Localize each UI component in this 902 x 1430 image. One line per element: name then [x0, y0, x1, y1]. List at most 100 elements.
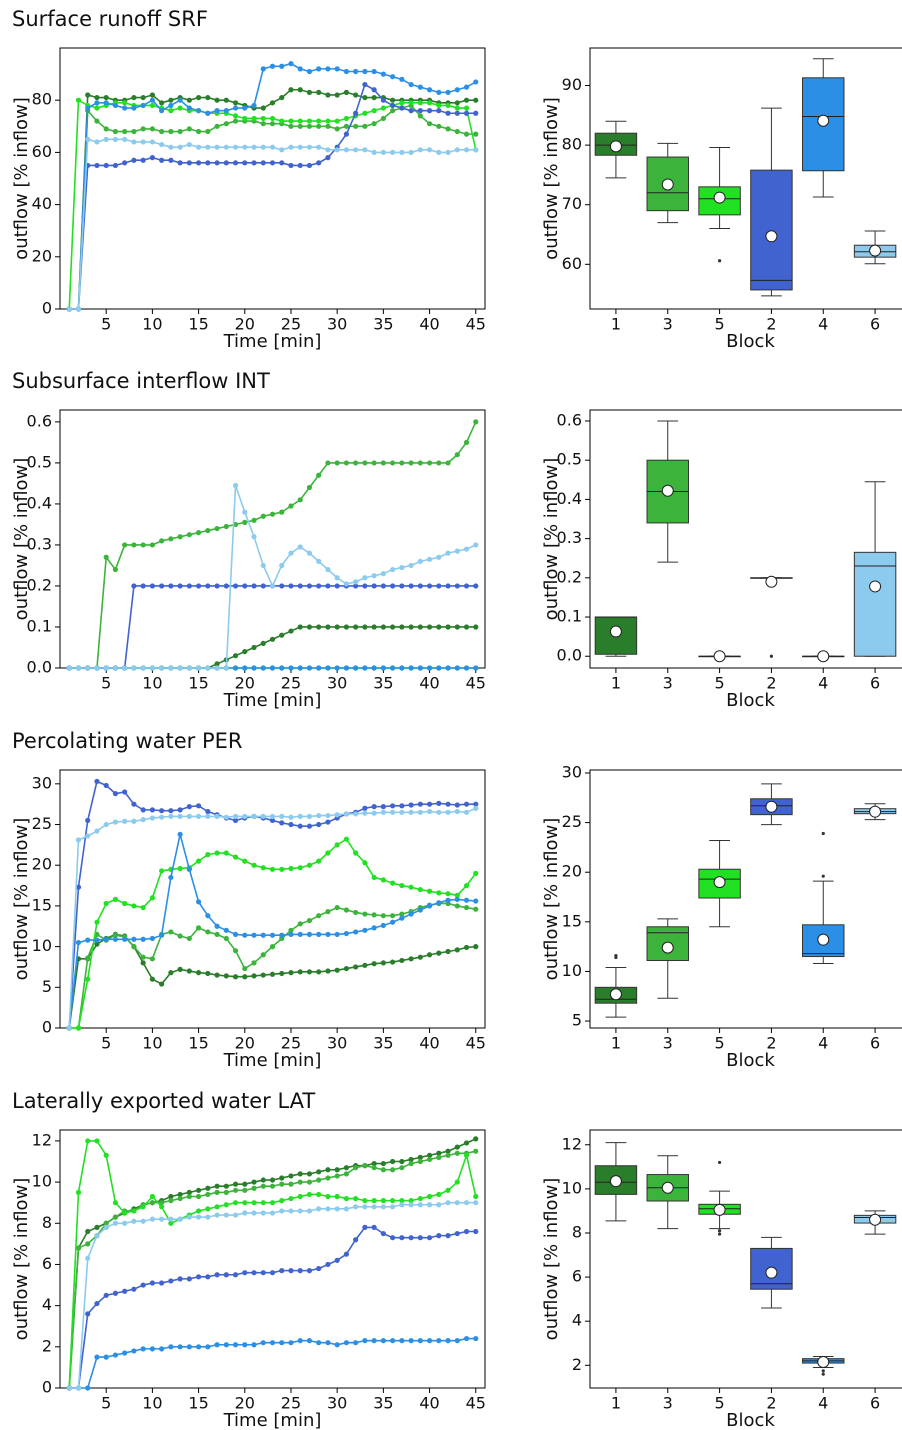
series-point [177, 160, 183, 166]
series-point [288, 1208, 294, 1214]
series-point [122, 160, 128, 166]
series-point [436, 624, 442, 630]
series-point [436, 102, 442, 109]
x-tick-label: 35 [373, 315, 393, 334]
y-tick-label: 0 [42, 1378, 52, 1397]
series-point [362, 927, 368, 933]
series-point [399, 882, 405, 889]
series-point [103, 1224, 109, 1230]
series-point [445, 110, 451, 116]
series-point [269, 817, 276, 824]
series-point [436, 1154, 442, 1160]
series-point [177, 665, 183, 671]
series-point [168, 144, 174, 150]
x-axis-label: Time [min] [223, 1050, 322, 1071]
series-point [251, 517, 257, 523]
series-point [112, 896, 119, 903]
series-point [149, 807, 155, 813]
series-point [399, 105, 405, 111]
series-point [362, 810, 368, 816]
series-point [380, 460, 386, 466]
x-tick-label: 6 [870, 315, 880, 334]
series-point [297, 123, 303, 129]
series-point [214, 1183, 220, 1189]
series-point [390, 1235, 396, 1241]
series-point [232, 144, 239, 150]
series-point [260, 813, 266, 819]
x-tick-label: 1 [611, 1034, 621, 1053]
series-point [390, 149, 396, 155]
x-axis-label: Block [726, 690, 775, 711]
series-point [260, 1340, 266, 1346]
series-point [408, 624, 414, 630]
series-point [269, 144, 276, 150]
series-point [242, 965, 248, 972]
series-point [214, 972, 220, 978]
series-point [149, 815, 155, 821]
series-point [279, 1175, 285, 1181]
series-point [195, 665, 202, 671]
series-point [279, 63, 285, 69]
x-axis-label: Block [726, 331, 775, 352]
series-point [297, 865, 303, 871]
series-point [251, 644, 257, 651]
series-point [94, 1138, 100, 1144]
series-point [408, 81, 414, 88]
series-point [390, 919, 396, 925]
series-line [68, 834, 476, 1029]
series-point [353, 583, 359, 589]
series-point [426, 665, 433, 671]
series-point [251, 973, 257, 979]
series-point [279, 1198, 285, 1204]
series-point [306, 624, 313, 630]
series-point [232, 1200, 239, 1206]
series-point [417, 1154, 423, 1160]
series-point [223, 935, 229, 942]
mean [609, 625, 622, 638]
series-point [362, 460, 368, 466]
series-point [186, 126, 192, 132]
series-point [306, 917, 313, 924]
series-point [140, 139, 146, 145]
y-tick-label: 0.3 [557, 528, 582, 547]
y-tick-label: 8 [42, 1213, 52, 1232]
series-point [371, 87, 377, 93]
series-point [85, 955, 91, 961]
series-point [473, 624, 479, 630]
y-tick-label: 0 [42, 1018, 52, 1037]
series-point [306, 484, 313, 491]
series-point [306, 931, 313, 938]
series-point [223, 1202, 229, 1208]
series-point [454, 147, 460, 153]
series-point [66, 1025, 72, 1031]
y-tick-label: 20 [32, 855, 52, 874]
series-point [122, 136, 128, 142]
y-tick-label: 90 [562, 75, 582, 94]
series-point [103, 1354, 109, 1360]
series-point [177, 583, 183, 589]
series-point [288, 665, 294, 671]
series-point [149, 92, 155, 98]
series-point [66, 665, 72, 671]
series-point [177, 534, 183, 540]
series-point [426, 147, 433, 153]
x-tick-label: 15 [188, 674, 208, 693]
x-axis-label: Block [726, 1410, 775, 1430]
series-point [399, 624, 405, 630]
series-point [473, 131, 479, 137]
series-point [334, 66, 340, 72]
series-point [205, 128, 211, 135]
series-point [242, 1270, 248, 1276]
series-point [371, 1224, 377, 1230]
series-point [85, 1241, 91, 1247]
x-tick-label: 20 [235, 315, 255, 334]
series-point [325, 123, 331, 129]
series-point [232, 160, 239, 166]
series-point [279, 632, 285, 638]
series-point [223, 973, 229, 979]
series-point [103, 554, 109, 560]
series-point [288, 814, 294, 820]
series-point [390, 108, 396, 114]
mean [713, 191, 726, 204]
y-tick-label: 0.0 [27, 658, 52, 677]
